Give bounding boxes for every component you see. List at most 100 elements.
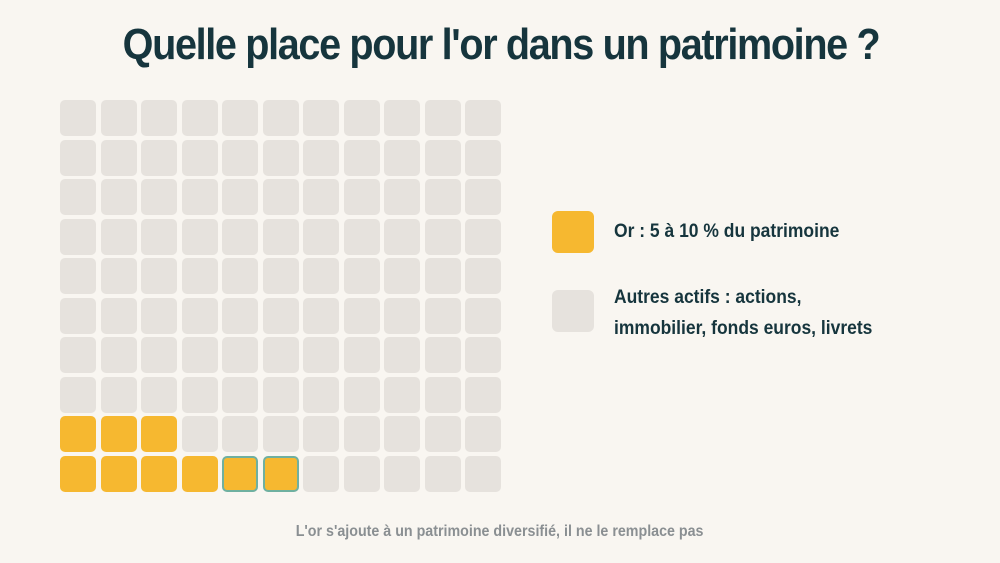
waffle-cell-or-r10-c4: [181, 455, 218, 492]
chart-title: Quelle place pour l'or dans un patrimoin…: [122, 20, 881, 69]
waffle-cell-autres-r7-c3: [141, 337, 177, 373]
legend-label-line: immobilier, fonds euros, livrets: [614, 318, 873, 339]
waffle-cell-autres-r1-c6: [262, 100, 299, 136]
waffle-cell-or-r10-c6: [262, 455, 299, 492]
waffle-cell-autres-r3-c9: [384, 179, 420, 215]
waffle-cell-autres-r8-c11: [465, 376, 501, 413]
footnote: L'or s'ajoute à un patrimoine diversifié…: [295, 523, 704, 540]
waffle-cell-autres-r6-c9: [384, 297, 420, 334]
waffle-cell-autres-r4-c8: [343, 218, 380, 255]
waffle-cell-autres-r2-c6: [262, 139, 299, 176]
waffle-cell-autres-r8-c6: [262, 376, 299, 413]
waffle-cell-autres-r6-c1: [60, 297, 96, 334]
waffle-cell-autres-r10-c8: [343, 455, 380, 492]
waffle-cell-autres-r9-c6: [262, 416, 299, 452]
legend-label-line: Or : 5 à 10 % du patrimoine: [614, 221, 840, 242]
waffle-cell-autres-r4-c9: [384, 218, 420, 255]
waffle-cell-autres-r3-c4: [181, 179, 218, 215]
waffle-cell-autres-r6-c8: [343, 297, 380, 334]
waffle-cell-autres-r1-c10: [424, 100, 461, 136]
waffle-cell-autres-r5-c3: [141, 258, 177, 294]
waffle-cell-autres-r5-c7: [303, 258, 339, 294]
waffle-cell-autres-r4-c7: [303, 218, 339, 255]
waffle-cell-autres-r1-c9: [384, 100, 420, 136]
waffle-cell-autres-r5-c2: [100, 258, 137, 294]
waffle-cell-autres-r2-c9: [384, 139, 420, 176]
waffle-cell-autres-r2-c4: [181, 139, 218, 176]
waffle-cell-autres-r3-c6: [262, 179, 299, 215]
waffle-cell-autres-r10-c10: [424, 455, 461, 492]
waffle-cell-autres-r3-c2: [100, 179, 137, 215]
waffle-cell-or-r10-c5: [222, 455, 258, 492]
waffle-cell-autres-r2-c3: [141, 139, 177, 176]
waffle-cell-autres-r9-c5: [222, 416, 258, 452]
waffle-cell-autres-r5-c4: [181, 258, 218, 294]
waffle-cell-autres-r10-c9: [384, 455, 420, 492]
waffle-cell-autres-r3-c11: [465, 179, 501, 215]
legend-swatch-autres: [552, 290, 594, 332]
waffle-cell-autres-r3-c10: [424, 179, 461, 215]
waffle-cell-autres-r2-c10: [424, 139, 461, 176]
waffle-cell-autres-r7-c2: [100, 337, 137, 373]
waffle-cell-autres-r1-c2: [100, 100, 137, 136]
waffle-cell-autres-r5-c6: [262, 258, 299, 294]
waffle-cell-autres-r8-c5: [222, 376, 258, 413]
legend-label-autres: Autres actifs : actions, immobilier, fond…: [614, 282, 954, 344]
waffle-cell-autres-r1-c11: [465, 100, 501, 136]
waffle-cell-autres-r1-c4: [181, 100, 218, 136]
waffle-cell-autres-r4-c3: [141, 218, 177, 255]
waffle-cell-autres-r5-c8: [343, 258, 380, 294]
waffle-cell-autres-r5-c9: [384, 258, 420, 294]
waffle-cell-autres-r1-c8: [343, 100, 380, 136]
waffle-cell-autres-r6-c4: [181, 297, 218, 334]
waffle-cell-autres-r4-c10: [424, 218, 461, 255]
waffle-cell-autres-r7-c8: [343, 337, 380, 373]
waffle-cell-autres-r4-c11: [465, 218, 501, 255]
waffle-cell-autres-r10-c7: [303, 455, 339, 492]
waffle-cell-autres-r7-c10: [424, 337, 461, 373]
waffle-cell-autres-r6-c6: [262, 297, 299, 334]
waffle-cell-autres-r2-c1: [60, 139, 96, 176]
waffle-grid: [60, 100, 501, 495]
waffle-cell-autres-r10-c11: [465, 455, 501, 492]
waffle-cell-or-r10-c2: [100, 455, 137, 492]
waffle-cell-autres-r6-c10: [424, 297, 461, 334]
waffle-cell-autres-r2-c7: [303, 139, 339, 176]
waffle-cell-or-r9-c3: [141, 416, 177, 452]
waffle-cell-autres-r7-c1: [60, 337, 96, 373]
waffle-cell-autres-r2-c11: [465, 139, 501, 176]
waffle-cell-autres-r5-c1: [60, 258, 96, 294]
waffle-cell-autres-r8-c10: [424, 376, 461, 413]
waffle-cell-autres-r6-c2: [100, 297, 137, 334]
waffle-cell-autres-r5-c10: [424, 258, 461, 294]
waffle-cell-or-r10-c3: [141, 455, 177, 492]
legend-label-or: Or : 5 à 10 % du patrimoine: [614, 216, 954, 247]
waffle-cell-autres-r8-c1: [60, 376, 96, 413]
waffle-cell-autres-r6-c7: [303, 297, 339, 334]
waffle-cell-autres-r8-c2: [100, 376, 137, 413]
waffle-cell-autres-r4-c1: [60, 218, 96, 255]
waffle-cell-autres-r1-c1: [60, 100, 96, 136]
waffle-cell-autres-r7-c9: [384, 337, 420, 373]
waffle-cell-autres-r8-c7: [303, 376, 339, 413]
waffle-cell-autres-r1-c5: [222, 100, 258, 136]
waffle-cell-autres-r8-c4: [181, 376, 218, 413]
waffle-cell-autres-r6-c11: [465, 297, 501, 334]
waffle-cell-or-r9-c1: [60, 416, 96, 452]
waffle-cell-autres-r6-c5: [222, 297, 258, 334]
waffle-cell-autres-r4-c4: [181, 218, 218, 255]
waffle-cell-autres-r3-c1: [60, 179, 96, 215]
waffle-cell-autres-r9-c4: [181, 416, 218, 452]
waffle-cell-autres-r3-c7: [303, 179, 339, 215]
waffle-cell-autres-r4-c6: [262, 218, 299, 255]
waffle-cell-autres-r4-c2: [100, 218, 137, 255]
waffle-cell-autres-r6-c3: [141, 297, 177, 334]
waffle-cell-autres-r1-c3: [141, 100, 177, 136]
waffle-cell-autres-r3-c3: [141, 179, 177, 215]
waffle-cell-autres-r9-c10: [424, 416, 461, 452]
waffle-cell-autres-r2-c8: [343, 139, 380, 176]
waffle-cell-autres-r7-c4: [181, 337, 218, 373]
waffle-cell-autres-r5-c5: [222, 258, 258, 294]
waffle-cell-autres-r7-c11: [465, 337, 501, 373]
